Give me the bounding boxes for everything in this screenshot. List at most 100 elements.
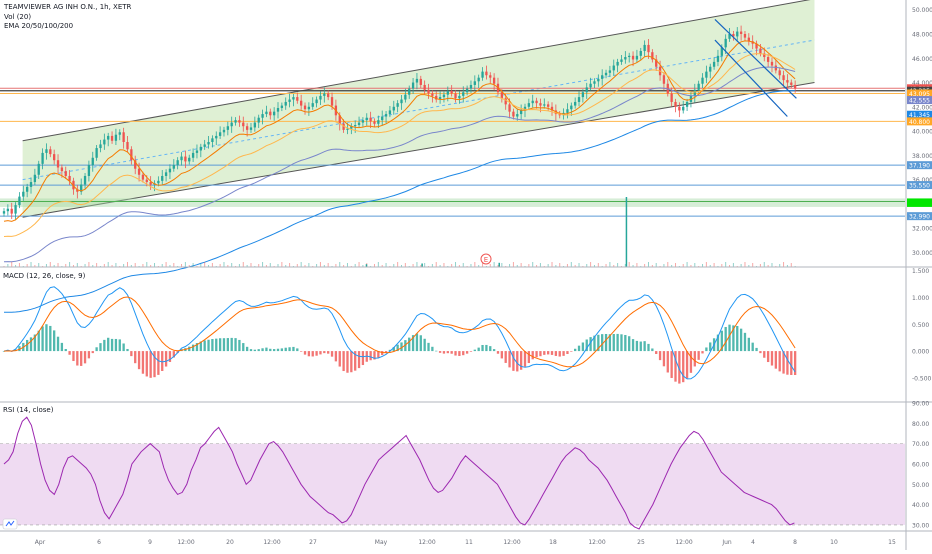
candle-body[interactable]	[2, 211, 6, 214]
candle-body[interactable]	[80, 184, 83, 192]
candle-body[interactable]	[118, 132, 121, 135]
candle-body[interactable]	[238, 120, 241, 123]
candle-body[interactable]	[184, 156, 187, 162]
candle-body[interactable]	[543, 104, 546, 106]
candle-body[interactable]	[655, 59, 658, 67]
candle-body[interactable]	[292, 97, 295, 100]
candle-body[interactable]	[91, 157, 94, 166]
candle-body[interactable]	[535, 100, 538, 104]
candle-body[interactable]	[462, 92, 465, 96]
candle-body[interactable]	[465, 88, 469, 93]
candle-body[interactable]	[662, 75, 666, 84]
candle-body[interactable]	[157, 180, 160, 184]
candle-body[interactable]	[29, 182, 33, 187]
candle-body[interactable]	[736, 31, 739, 37]
candle-body[interactable]	[589, 83, 592, 88]
candle-body[interactable]	[423, 84, 426, 90]
candle-body[interactable]	[793, 84, 797, 89]
candle-body[interactable]	[724, 38, 727, 48]
candle-body[interactable]	[616, 61, 619, 66]
candle-body[interactable]	[601, 75, 604, 79]
candle-body[interactable]	[593, 81, 596, 84]
candle-body[interactable]	[554, 110, 558, 115]
candle-body[interactable]	[438, 97, 442, 100]
candle-body[interactable]	[516, 114, 519, 117]
candle-body[interactable]	[647, 44, 650, 53]
candle-body[interactable]	[435, 95, 438, 100]
channel-lower-line[interactable]	[22, 82, 815, 218]
candle-body[interactable]	[732, 33, 735, 37]
candle-body[interactable]	[103, 139, 106, 145]
candle-body[interactable]	[581, 92, 585, 98]
candle-body[interactable]	[450, 91, 453, 94]
candle-body[interactable]	[172, 165, 175, 169]
candle-body[interactable]	[369, 117, 372, 122]
rsi-pane[interactable]	[0, 416, 905, 530]
volume-spike[interactable]	[498, 262, 500, 267]
candle-body[interactable]	[701, 77, 704, 84]
candle-body[interactable]	[145, 179, 148, 183]
candle-body[interactable]	[373, 121, 376, 124]
candle-body[interactable]	[678, 106, 681, 111]
candle-body[interactable]	[770, 61, 774, 66]
candle-body[interactable]	[504, 98, 507, 105]
candle-body[interactable]	[670, 93, 673, 102]
candle-body[interactable]	[203, 144, 206, 147]
candle-body[interactable]	[45, 149, 48, 153]
candle-body[interactable]	[126, 141, 129, 150]
price-tag[interactable]: 40.800	[907, 117, 932, 126]
candle-body[interactable]	[272, 111, 276, 116]
candle-body[interactable]	[388, 110, 392, 115]
candle-body[interactable]	[523, 106, 527, 111]
candle-body[interactable]	[323, 93, 326, 96]
candle-body[interactable]	[639, 50, 642, 56]
candle-body[interactable]	[303, 105, 307, 110]
candle-body[interactable]	[481, 71, 484, 78]
candle-body[interactable]	[242, 122, 245, 127]
candle-body[interactable]	[168, 168, 172, 173]
candle-body[interactable]	[628, 55, 631, 58]
candle-body[interactable]	[60, 167, 64, 172]
candle-body[interactable]	[53, 154, 56, 161]
candle-body[interactable]	[716, 55, 720, 62]
candle-body[interactable]	[473, 81, 476, 85]
earnings-marker[interactable]: E	[480, 253, 492, 265]
candle-body[interactable]	[110, 135, 114, 141]
volume-spike[interactable]	[421, 263, 423, 268]
candle-body[interactable]	[508, 104, 511, 112]
candle-body[interactable]	[211, 138, 214, 142]
candle-body[interactable]	[149, 182, 152, 185]
candle-body[interactable]	[458, 95, 461, 99]
price-tag[interactable]: 42.555	[907, 96, 932, 105]
candle-body[interactable]	[720, 47, 723, 56]
candle-body[interactable]	[778, 70, 781, 76]
candle-body[interactable]	[624, 57, 627, 60]
candle-body[interactable]	[253, 122, 257, 128]
candle-body[interactable]	[14, 205, 17, 214]
candle-body[interactable]	[41, 152, 44, 164]
candle-body[interactable]	[269, 111, 272, 116]
candle-body[interactable]	[10, 208, 13, 214]
candle-body[interactable]	[790, 82, 793, 85]
candle-body[interactable]	[759, 48, 762, 54]
candle-body[interactable]	[276, 108, 280, 112]
candle-body[interactable]	[195, 150, 199, 153]
candle-body[interactable]	[489, 75, 492, 78]
candle-body[interactable]	[550, 106, 554, 111]
candle-body[interactable]	[377, 120, 380, 124]
candle-body[interactable]	[635, 55, 639, 60]
candle-body[interactable]	[539, 103, 542, 106]
candle-body[interactable]	[631, 55, 635, 60]
candle-body[interactable]	[608, 70, 612, 73]
candle-body[interactable]	[743, 33, 747, 38]
flag-lower-line[interactable]	[714, 39, 788, 117]
candle-body[interactable]	[245, 126, 249, 130]
candle-body[interactable]	[357, 122, 361, 126]
candle-body[interactable]	[384, 114, 388, 117]
candle-body[interactable]	[199, 146, 202, 151]
candle-body[interactable]	[319, 95, 322, 100]
candle-body[interactable]	[739, 31, 743, 34]
candle-body[interactable]	[612, 65, 615, 71]
candle-body[interactable]	[431, 93, 434, 96]
candle-body[interactable]	[22, 191, 25, 197]
